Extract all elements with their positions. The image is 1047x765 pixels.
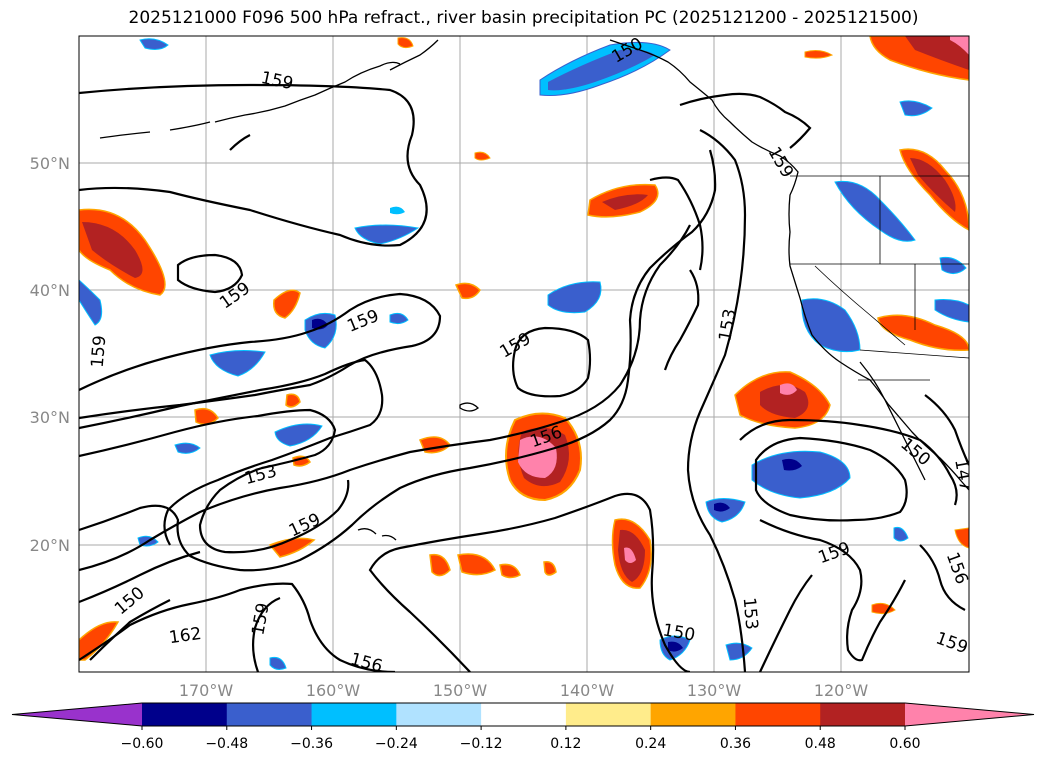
svg-text:120°W: 120°W — [814, 681, 869, 700]
map-frame — [78, 35, 970, 673]
svg-text:130°W: 130°W — [687, 681, 742, 700]
colorbar-tick-label: −0.12 — [460, 736, 503, 752]
svg-text:159: 159 — [88, 335, 111, 369]
colorbar-tick-label: −0.36 — [290, 736, 333, 752]
colorbar-segment — [565, 703, 652, 726]
svg-text:170°W: 170°W — [179, 681, 234, 700]
svg-text:160°W: 160°W — [306, 681, 361, 700]
colorbar-segment — [142, 703, 228, 726]
colorbar-tick-label: 0.12 — [550, 736, 581, 752]
colorbar-extend-high — [905, 703, 1034, 726]
colorbar-segment — [481, 703, 567, 726]
svg-text:153: 153 — [739, 597, 762, 631]
colorbar-segment — [311, 703, 397, 726]
colorbar-segment — [735, 703, 821, 726]
latitude-labels: 50°N 40°N 30°N 20°N — [30, 154, 70, 555]
colorbar-tick-label: −0.24 — [375, 736, 418, 752]
svg-text:147: 147 — [950, 457, 975, 492]
colorbar-segment — [396, 703, 482, 726]
svg-text:40°N: 40°N — [30, 281, 70, 300]
colorbar-tick-label: 0.48 — [805, 736, 836, 752]
svg-text:140°W: 140°W — [560, 681, 615, 700]
precip-negative-areas — [79, 38, 969, 670]
colorbar-tick-label: 0.36 — [720, 736, 751, 752]
longitude-labels: 170°W 160°W 150°W 140°W 130°W 120°W — [179, 681, 869, 700]
colorbar-tick-label: 0.60 — [889, 736, 920, 752]
coastlines — [99, 39, 969, 541]
svg-text:150°W: 150°W — [433, 681, 488, 700]
colorbar-extend-low — [12, 703, 142, 726]
colorbar-segment — [650, 703, 736, 726]
colorbar: −0.60 −0.48 −0.36 −0.24 −0.12 0.12 0.24 0.36 0.4… — [11, 702, 1035, 752]
colorbar-tick-label: −0.60 — [121, 736, 164, 752]
height-contours — [79, 83, 969, 672]
svg-text:50°N: 50°N — [30, 154, 70, 173]
colorbar-segment — [226, 703, 313, 726]
political-borders — [790, 175, 969, 381]
colorbar-segment — [820, 703, 906, 726]
svg-text:156: 156 — [348, 649, 385, 677]
map-title: 2025121000 F096 500 hPa refract., river … — [128, 8, 919, 28]
precip-positive-areas — [79, 36, 969, 661]
colorbar-tick-label: 0.24 — [635, 736, 666, 752]
svg-text:162: 162 — [168, 624, 203, 648]
svg-text:30°N: 30°N — [30, 408, 70, 427]
svg-text:20°N: 20°N — [30, 536, 70, 555]
colorbar-tick-label: −0.48 — [205, 736, 248, 752]
